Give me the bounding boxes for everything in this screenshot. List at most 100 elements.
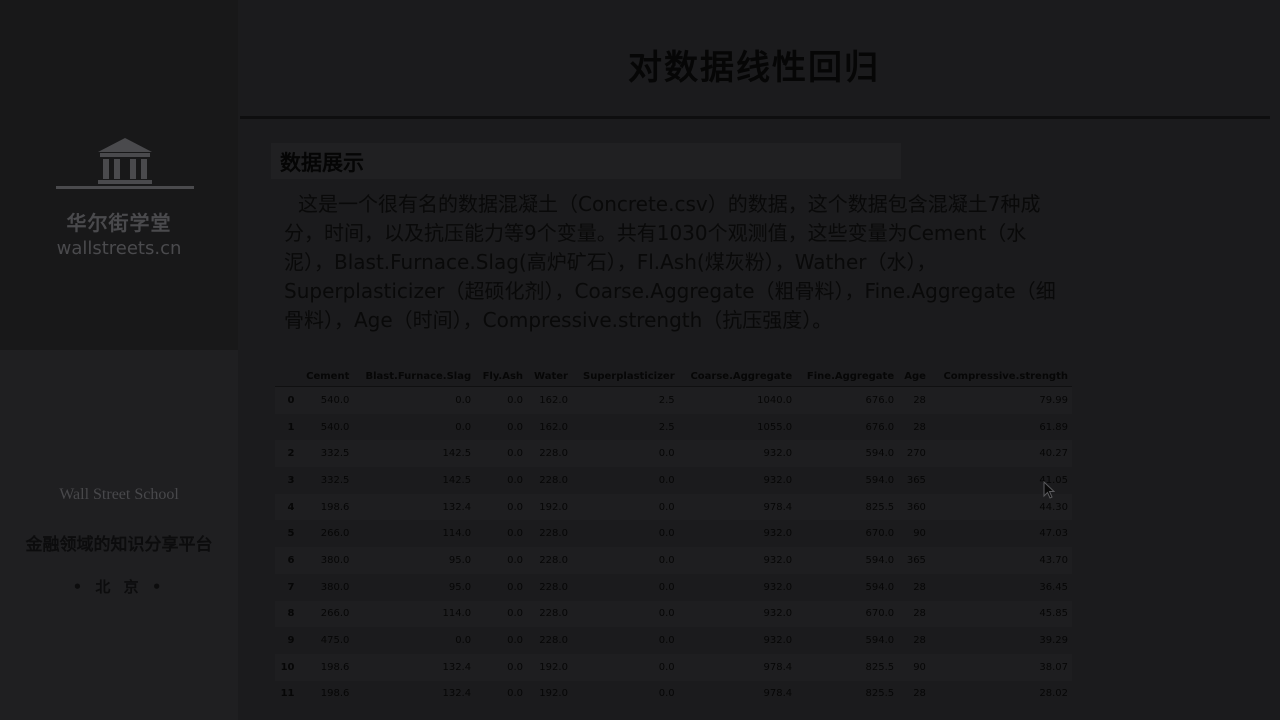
table-cell: 0.0	[658, 474, 675, 486]
table-cell: 45.85	[929, 600, 1072, 628]
table-cell: 676.0	[865, 421, 895, 433]
table-cell: 1055.0	[757, 421, 793, 433]
table-row: 11 198.6 132.4 0.0 192.0 0.0 978.4 825.5 28 28.02	[275, 681, 1072, 708]
table-cell: 0.0	[571, 440, 679, 468]
table-cell: 90	[913, 528, 926, 540]
table-cell: 43.70	[929, 547, 1072, 574]
table-cell: 28.02	[1039, 688, 1068, 700]
table-cell: 79.99	[929, 386, 1072, 414]
row-index: 8	[275, 600, 299, 628]
column-header: Water	[527, 366, 572, 387]
column-header: Blast.Furnace.Slag	[353, 366, 476, 387]
table-cell: 0.0	[507, 421, 524, 433]
table-cell: 676.0	[796, 386, 899, 414]
table-row: 10 198.6 132.4 0.0 192.0 0.0 978.4 825.5 90 38.07	[275, 653, 1072, 681]
data-table-container: Cement Blast.Furnace.Slag Fly.Ash Water Supe…	[275, 366, 1072, 707]
table-cell: 540.0	[298, 386, 354, 414]
row-index: 0	[275, 386, 299, 414]
table-cell: 198.6	[320, 688, 350, 700]
table-cell: 192.0	[527, 493, 572, 521]
table-row: 2 332.5 142.5 0.0 228.0 0.0 932.0 594.0 270 40.27	[275, 440, 1072, 468]
row-index: 2	[275, 440, 299, 468]
table-cell: 0.0	[475, 600, 528, 628]
column-header: Fine.Aggregate	[796, 366, 899, 387]
table-cell: 978.4	[763, 688, 793, 700]
column-header: Age	[898, 366, 930, 387]
table-cell: 228.0	[539, 474, 568, 486]
table-cell: 162.0	[539, 421, 568, 433]
table-cell: 932.0	[678, 547, 797, 574]
table-cell: 0.0	[475, 386, 528, 414]
table-cell: 0.0	[658, 581, 675, 593]
table-cell: 825.5	[865, 688, 895, 700]
slide-content: 对数据线性回归 数据展示 这是一个很有名的数据混凝土（Concrete.csv）…	[238, 0, 1280, 720]
table-cell: 360	[898, 493, 930, 521]
slogan: 金融领域的知识分享平台	[25, 535, 213, 555]
table-cell: 142.5	[442, 474, 472, 486]
mouse-cursor-icon	[1043, 481, 1055, 499]
table-row: 4 198.6 132.4 0.0 192.0 0.0 978.4 825.5 360 44.30	[275, 493, 1072, 521]
table-cell: 594.0	[865, 635, 895, 647]
table-row: 6 380.0 95.0 0.0 228.0 0.0 932.0 594.0 365 43.70	[275, 547, 1072, 574]
table-cell: 594.0	[865, 474, 895, 486]
table-cell: 932.0	[678, 600, 797, 628]
table-cell: 41.05	[1039, 474, 1068, 486]
table-cell: 825.5	[796, 653, 899, 681]
table-cell: 0.0	[658, 528, 675, 540]
table-cell: 228.0	[527, 547, 572, 574]
table-cell: 1040.0	[678, 386, 797, 414]
column-header: Cement	[298, 366, 354, 387]
row-index: 9	[287, 635, 295, 647]
table-cell: 40.27	[929, 440, 1072, 468]
table-row: 1 540.0 0.0 0.0 162.0 2.5 1055.0 676.0 28 61.89	[275, 414, 1072, 441]
column-header: Compressive.strength	[929, 366, 1072, 387]
table-cell: 0.0	[571, 547, 679, 574]
row-index: 11	[280, 688, 295, 700]
table-cell: 266.0	[320, 528, 350, 540]
row-index: 7	[287, 581, 295, 593]
table-cell: 47.03	[1039, 528, 1068, 540]
table-cell: 2.5	[658, 421, 675, 433]
table-cell: 142.5	[353, 440, 476, 468]
table-cell: 28	[913, 581, 926, 593]
table-cell: 192.0	[527, 653, 572, 681]
table-cell: 0.0	[571, 653, 679, 681]
row-index: 3	[287, 474, 295, 486]
table-cell: 0.0	[353, 386, 476, 414]
row-index: 1	[287, 421, 295, 433]
row-index: 5	[287, 528, 295, 540]
table-cell: 28	[898, 386, 930, 414]
table-cell: 0.0	[507, 688, 524, 700]
table-cell: 114.0	[353, 600, 476, 628]
section-heading-bar	[271, 143, 901, 179]
column-header: Fly.Ash	[475, 366, 528, 387]
table-cell: 0.0	[455, 635, 472, 647]
table-cell: 132.4	[353, 493, 476, 521]
table-cell: 39.29	[1039, 635, 1068, 647]
table-cell: 38.07	[929, 653, 1072, 681]
column-header: Superplasticizer	[571, 366, 679, 387]
table-cell: 2.5	[571, 386, 679, 414]
table-cell: 540.0	[320, 421, 350, 433]
table-cell: 932.0	[763, 635, 793, 647]
table-cell: 61.89	[1039, 421, 1068, 433]
table-cell: 0.0	[475, 547, 528, 574]
row-index: 10	[275, 653, 299, 681]
table-cell: 932.0	[763, 528, 793, 540]
table-header-row: Cement Blast.Furnace.Slag Fly.Ash Water Supe…	[275, 366, 1072, 387]
table-cell: 114.0	[442, 528, 472, 540]
table-cell: 380.0	[298, 547, 354, 574]
table-cell: 594.0	[865, 581, 895, 593]
city-label: • 北 京 •	[72, 578, 166, 596]
table-cell: 44.30	[929, 493, 1072, 521]
table-cell: 0.0	[507, 528, 524, 540]
table-cell: 162.0	[527, 386, 572, 414]
table-row: 7 380.0 95.0 0.0 228.0 0.0 932.0 594.0 28 36.45	[275, 574, 1072, 601]
table-cell: 932.0	[678, 440, 797, 468]
table-cell: 0.0	[658, 688, 675, 700]
table-cell: 28	[913, 635, 926, 647]
table-cell: 380.0	[320, 581, 350, 593]
table-cell: 132.4	[442, 688, 472, 700]
table-cell: 0.0	[475, 440, 528, 468]
table-cell: 365	[906, 474, 926, 486]
